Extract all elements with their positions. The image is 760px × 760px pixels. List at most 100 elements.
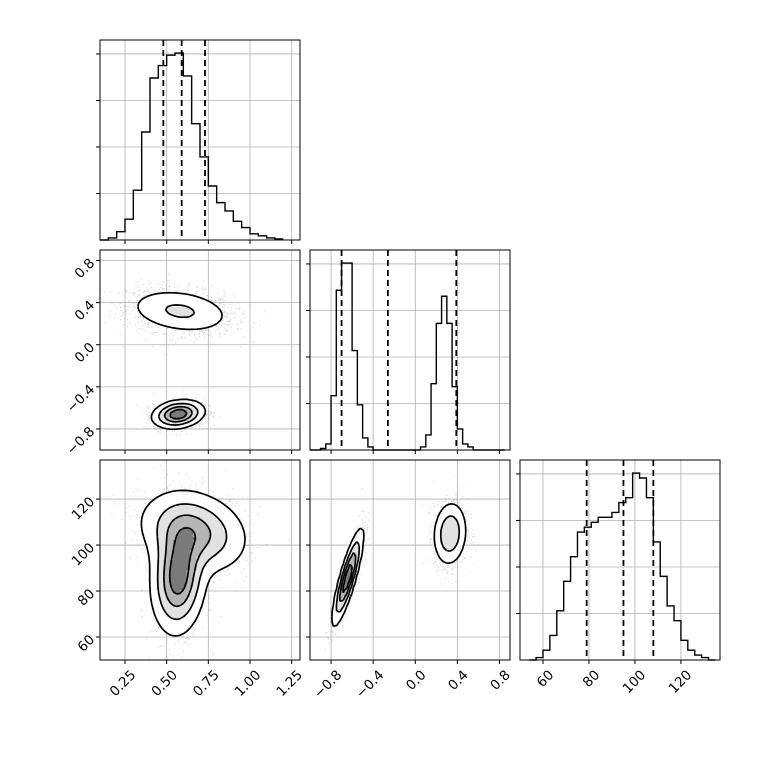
density-cell bbox=[236, 553, 241, 557]
density-cell bbox=[206, 536, 211, 541]
density-cell bbox=[176, 553, 181, 557]
x-tick-label: −0.8 bbox=[311, 667, 345, 701]
density-cell bbox=[179, 319, 184, 324]
density-cell bbox=[449, 549, 454, 554]
density-cell bbox=[213, 313, 217, 317]
density-cell bbox=[153, 309, 157, 314]
density-cell bbox=[159, 293, 164, 297]
density-cell bbox=[193, 506, 197, 511]
density-cell bbox=[179, 526, 184, 531]
density-cell bbox=[206, 546, 211, 551]
density-cell bbox=[176, 573, 181, 577]
density-cell bbox=[449, 523, 454, 527]
density-cell bbox=[459, 529, 464, 534]
density-cell bbox=[226, 546, 231, 551]
density-cell bbox=[153, 513, 157, 517]
density-cell bbox=[176, 293, 181, 297]
density-cell bbox=[183, 573, 187, 577]
density-cell bbox=[449, 516, 454, 521]
density-cell bbox=[446, 553, 451, 557]
density-cell bbox=[183, 556, 187, 561]
density-cell bbox=[209, 513, 214, 517]
density-cell bbox=[173, 603, 177, 607]
density-cell bbox=[216, 519, 221, 524]
density-cell bbox=[153, 569, 157, 574]
density-cell bbox=[159, 506, 164, 511]
density-cell bbox=[176, 399, 181, 404]
density-cell bbox=[179, 493, 184, 497]
density-cell bbox=[203, 316, 207, 321]
density-cell bbox=[353, 546, 357, 551]
density-cell bbox=[146, 509, 151, 514]
density-cell bbox=[186, 313, 191, 317]
density-cell bbox=[449, 509, 454, 514]
density-cell bbox=[153, 409, 157, 414]
density-cell bbox=[229, 546, 234, 551]
density-cell bbox=[179, 593, 184, 597]
density-cell bbox=[173, 399, 177, 404]
density-cell bbox=[149, 543, 154, 547]
density-cell bbox=[183, 399, 187, 404]
density-cell bbox=[169, 549, 174, 554]
density-cell bbox=[179, 399, 184, 404]
density-cell bbox=[446, 526, 451, 531]
density-cell bbox=[163, 576, 167, 581]
density-cell bbox=[156, 603, 161, 607]
density-cell bbox=[189, 539, 194, 544]
density-cell bbox=[163, 543, 167, 547]
density-cell bbox=[153, 583, 157, 587]
density-cell bbox=[456, 553, 461, 557]
density-cell bbox=[229, 533, 234, 537]
density-cell bbox=[199, 556, 204, 561]
density-cell bbox=[189, 596, 194, 601]
density-cell bbox=[456, 519, 461, 524]
density-cell bbox=[163, 496, 167, 501]
density-cell bbox=[179, 499, 184, 504]
density-cell bbox=[183, 303, 187, 307]
density-cell bbox=[203, 313, 207, 317]
density-cell bbox=[449, 506, 454, 511]
density-cell bbox=[163, 423, 167, 427]
density-cell bbox=[166, 606, 171, 611]
density-cell bbox=[163, 596, 167, 601]
density-cell bbox=[153, 519, 157, 524]
density-cell bbox=[179, 566, 184, 571]
density-cell bbox=[359, 546, 364, 551]
density-cell bbox=[179, 523, 184, 527]
density-cell bbox=[179, 543, 184, 547]
density-cell bbox=[153, 543, 157, 547]
density-cell bbox=[206, 319, 211, 324]
density-cell bbox=[183, 566, 187, 571]
density-cell bbox=[229, 559, 234, 564]
density-cell bbox=[163, 539, 167, 544]
density-cell bbox=[236, 539, 241, 544]
panel-frame bbox=[99, 459, 301, 661]
density-cell bbox=[206, 503, 211, 507]
density-cell bbox=[199, 566, 204, 571]
density-cell bbox=[206, 316, 211, 321]
density-cell bbox=[213, 526, 217, 531]
density-cell bbox=[233, 529, 237, 534]
density-cell bbox=[149, 559, 154, 564]
density-cell bbox=[156, 609, 161, 614]
density-cell bbox=[169, 579, 174, 584]
density-cell bbox=[169, 503, 174, 507]
density-cell bbox=[233, 523, 237, 527]
density-cell bbox=[183, 403, 187, 407]
density-cell bbox=[146, 306, 151, 311]
density-cell bbox=[359, 536, 364, 541]
density-cell bbox=[166, 519, 171, 524]
density-cell bbox=[153, 589, 157, 594]
density-cell bbox=[199, 513, 204, 517]
density-cell bbox=[203, 519, 207, 524]
density-cell bbox=[186, 606, 191, 611]
density-cell bbox=[163, 533, 167, 537]
density-cell bbox=[173, 533, 177, 537]
density-cell bbox=[206, 306, 211, 311]
panel-frame bbox=[519, 459, 721, 661]
density-cell bbox=[163, 526, 167, 531]
density-cell bbox=[173, 593, 177, 597]
density-cell bbox=[209, 309, 214, 314]
density-cell bbox=[203, 323, 207, 327]
density-cell bbox=[349, 549, 354, 554]
